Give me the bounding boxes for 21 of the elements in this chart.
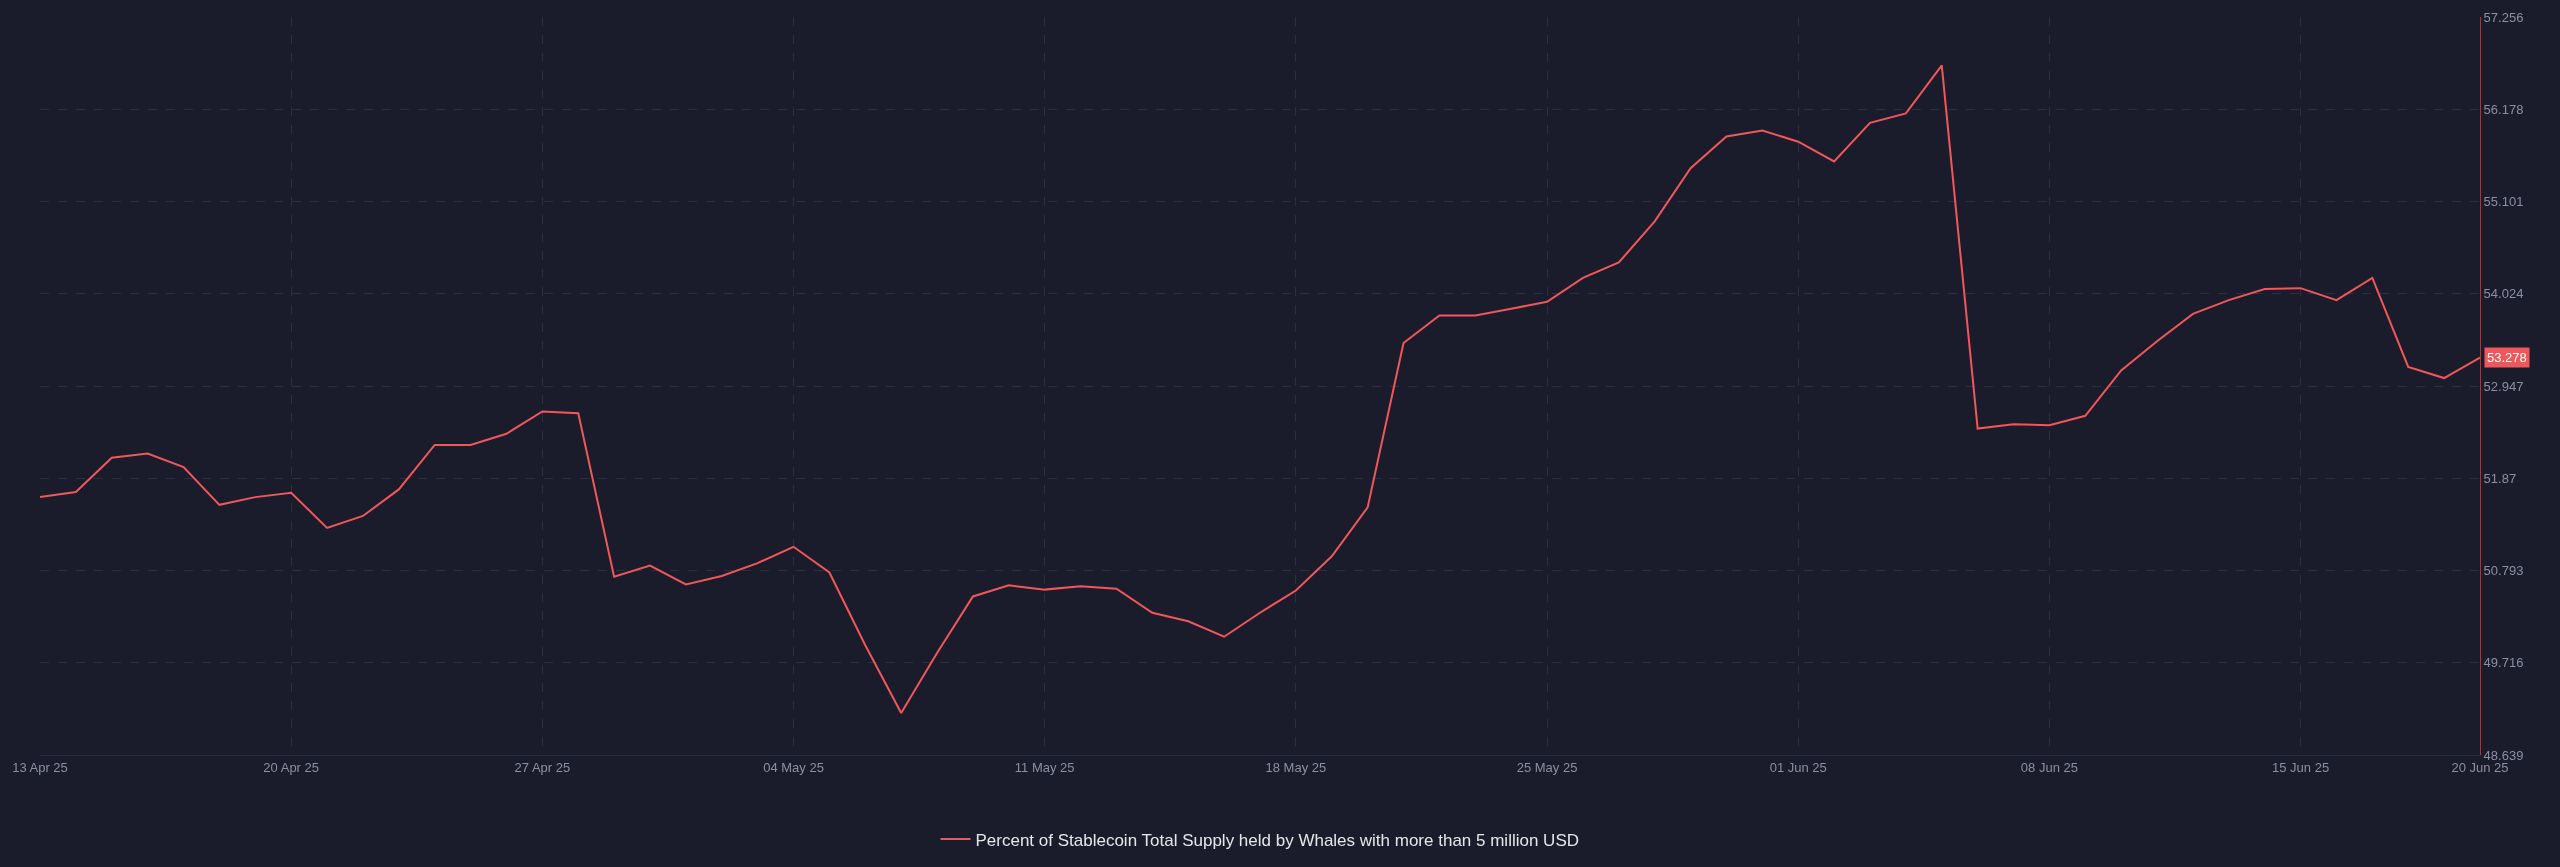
x-tick-label: 15 Jun 25 <box>2272 759 2330 775</box>
line-series <box>40 64 2480 714</box>
x-tick-label: 01 Jun 25 <box>1769 759 1827 775</box>
y-tick-label: 55.101 <box>2483 194 2524 210</box>
y-tick-label: 49.716 <box>2483 655 2524 671</box>
x-tick-label: 04 May 25 <box>763 759 824 775</box>
x-tick-label: 11 May 25 <box>1014 759 1075 775</box>
y-tick-label: 52.947 <box>2483 378 2524 394</box>
x-tick-label: 20 Apr 25 <box>263 759 320 775</box>
x-tick-label: 13 Apr 25 <box>12 759 68 775</box>
y-tick-label: 57.256 <box>2483 9 2524 25</box>
x-tick-label: 18 May 25 <box>1265 759 1327 775</box>
y-tick-label: 50.793 <box>2483 563 2524 579</box>
x-tick-label: 25 May 25 <box>1516 759 1578 775</box>
data-label: 53.278 <box>2487 350 2527 365</box>
y-tick-label: 54.024 <box>2483 286 2524 302</box>
y-tick-label: 51.87 <box>2483 470 2517 486</box>
x-tick-label: 27 Apr 25 <box>514 759 571 775</box>
legend-label: Percent of Stablecoin Total Supply held by Whales with more than 5 million USD <box>975 830 1579 850</box>
x-tick-label: 08 Jun 25 <box>2020 759 2078 775</box>
y-tick-label: 56.178 <box>2483 101 2524 117</box>
